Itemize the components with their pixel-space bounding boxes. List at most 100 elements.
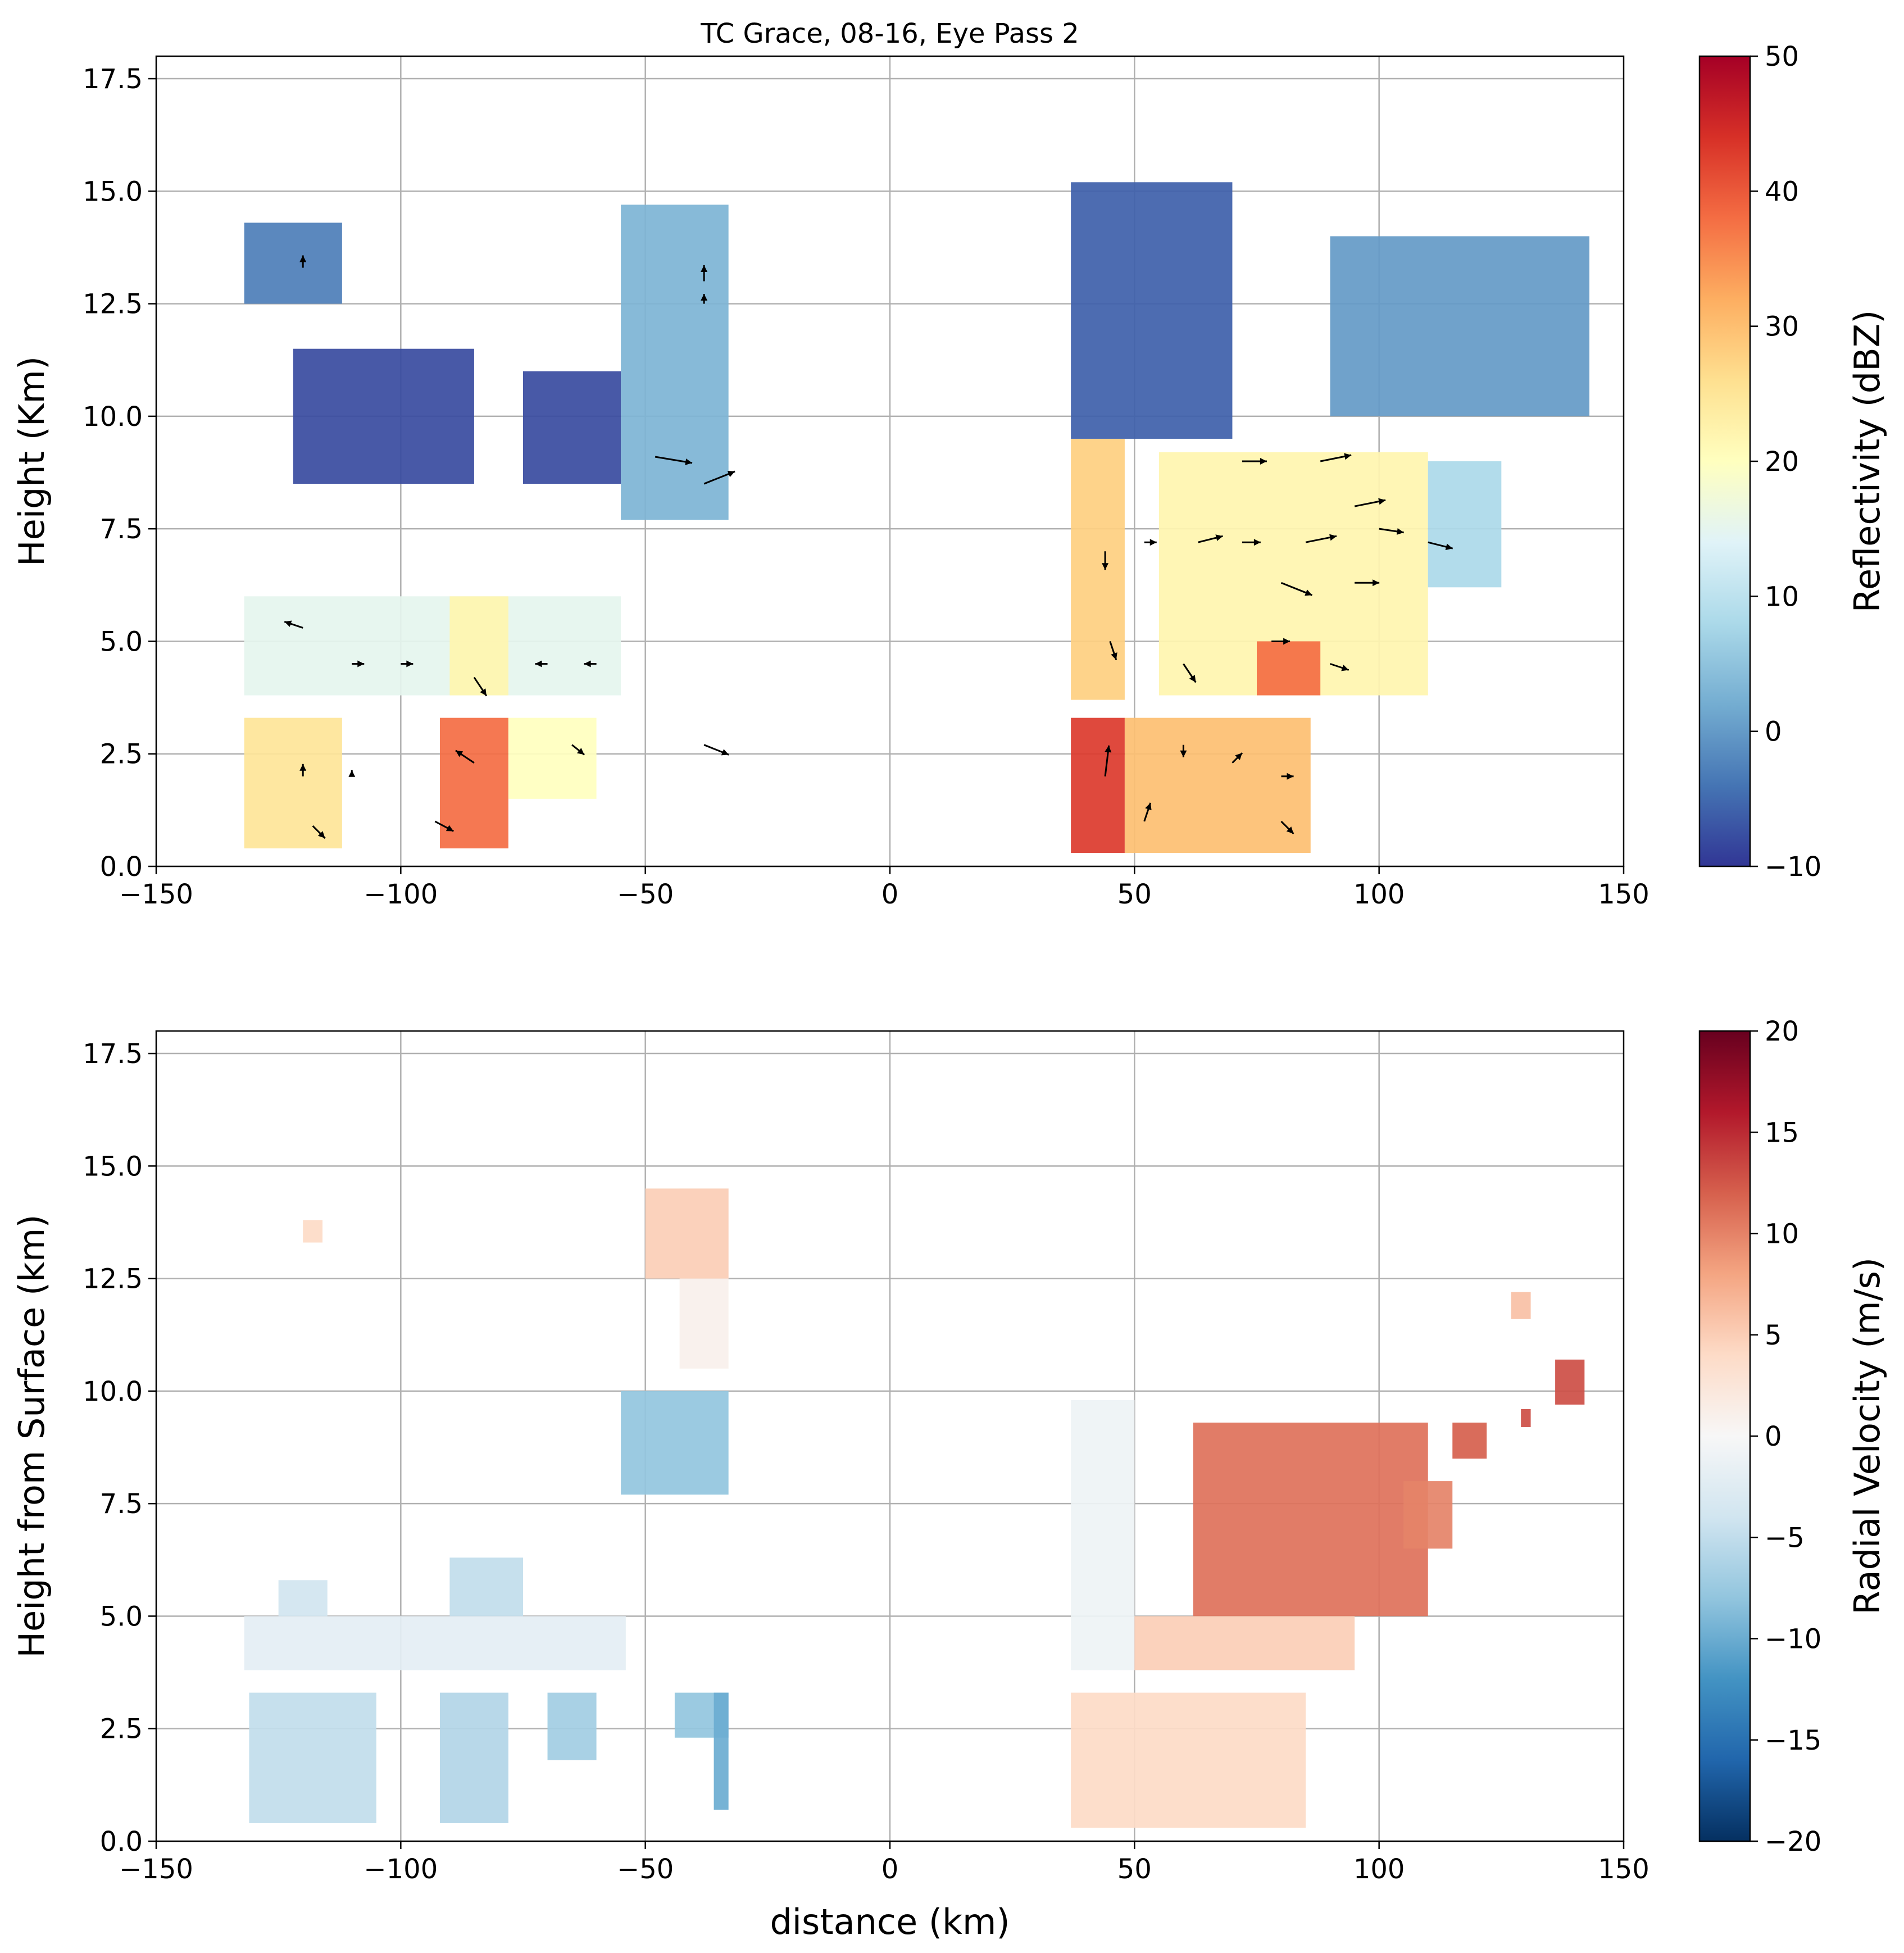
wind-vector: [1144, 539, 1157, 546]
data-region: [244, 717, 342, 848]
colorbar-tick-label: 40: [1765, 176, 1799, 207]
colorbar-tick-label: 15: [1765, 1117, 1799, 1148]
colorbar-tick-label: 5: [1765, 1320, 1782, 1351]
colorbar-tick-label: 20: [1765, 446, 1799, 478]
colorbar-label-top: Reflectivity (dBZ): [1847, 310, 1888, 613]
velocity-colorbar: −20 −15 −10 −5 0 5 10 15 20: [1698, 1016, 1821, 1857]
x-tick-label: −50: [617, 1854, 674, 1885]
wind-vector: [1183, 663, 1197, 683]
data-region: [1452, 1422, 1487, 1459]
data-region: [1330, 236, 1590, 416]
wind-vector: [701, 294, 708, 304]
y-axis-label-top: Height (Km): [11, 356, 52, 566]
data-region: [244, 222, 342, 304]
data-region: [1071, 182, 1233, 439]
data-region: [1428, 461, 1502, 588]
wind-vector: [312, 825, 326, 839]
data-region: [1403, 1481, 1453, 1549]
colorbar-gradient: [1699, 1031, 1750, 1841]
wind-vector: [455, 750, 475, 764]
data-region: [449, 596, 508, 696]
y-tick-label: 7.5: [100, 514, 143, 545]
wind-vector: [299, 764, 307, 776]
wind-vector: [655, 456, 693, 465]
data-region: [303, 1220, 323, 1243]
radial-velocity-panel: −150 −100 −50 0 50 100 1500.02.55.07.510.012.5…: [11, 1016, 1888, 1942]
y-tick-label: 5.0: [100, 1601, 143, 1632]
wind-vector: [473, 676, 488, 697]
wind-vector: [1379, 528, 1404, 535]
y-tick-label: 17.5: [83, 1038, 143, 1070]
y-tick-label: 15.0: [83, 1151, 143, 1182]
colorbar-gradient: [1699, 56, 1750, 866]
colorbar-label-bottom: Radial Velocity (m/s): [1847, 1257, 1888, 1615]
wind-vector: [1232, 752, 1243, 764]
x-tick-label: 100: [1353, 1854, 1405, 1885]
x-tick-label: 150: [1598, 879, 1649, 910]
data-region: [508, 717, 597, 799]
wind-vector: [1280, 582, 1313, 596]
wind-vector: [1330, 663, 1349, 671]
reflectivity-panel: −150 −100 −50 0 50 100 1500.02.55.07.510.012.5…: [11, 41, 1888, 910]
data-region: [439, 717, 508, 848]
wind-vector: [703, 470, 735, 485]
data-region: [1134, 1616, 1355, 1670]
y-tick-label: 12.5: [83, 289, 143, 320]
y-tick-label: 2.5: [100, 1714, 143, 1745]
wind-vector: [434, 820, 454, 832]
wind-vector: [1198, 534, 1223, 543]
wind-vector: [348, 770, 356, 777]
data-region: [244, 1616, 626, 1670]
data-region: [523, 371, 621, 484]
wind-vector: [1280, 820, 1294, 834]
x-tick-label: −50: [617, 879, 674, 910]
data-region: [1071, 1400, 1135, 1670]
data-region: [293, 348, 474, 484]
data-region: [1071, 717, 1125, 853]
y-axis-label-bottom: Height from Surface (km): [11, 1214, 52, 1657]
colorbar-tick-label: 10: [1765, 581, 1799, 612]
data-region: [621, 205, 729, 520]
y-tick-label: 0.0: [100, 851, 143, 883]
wind-vector: [1180, 744, 1187, 757]
x-tick-label: 50: [1117, 879, 1152, 910]
y-tick-label: 12.5: [83, 1264, 143, 1295]
x-tick-label: 0: [881, 1854, 899, 1885]
wind-vector: [401, 660, 413, 667]
x-axis-label: distance (km): [770, 1901, 1010, 1942]
wind-vector: [1242, 539, 1261, 546]
y-tick-label: 17.5: [83, 63, 143, 95]
y-tick-label: 5.0: [100, 626, 143, 657]
ticks-bottom: −150 −100 −50 0 50 100 150 0.0 2.5 5.0 7.5 10.0 12.5…: [83, 1038, 1649, 1885]
data-region: [439, 1692, 508, 1823]
colorbar-tick-label: −20: [1765, 1826, 1821, 1857]
y-tick-label: 2.5: [100, 739, 143, 770]
wind-vector: [1242, 458, 1267, 465]
wind-vector: [1355, 579, 1380, 587]
reflectivity-colorbar: −10 0 10 20 30 40 50: [1698, 41, 1821, 883]
data-region: [621, 1391, 729, 1495]
data-region: [249, 1692, 376, 1823]
x-tick-label: 150: [1598, 1854, 1649, 1885]
reflectivity-field: [244, 182, 1590, 853]
wind-vector: [1281, 773, 1294, 780]
radial-velocity-field: [244, 1188, 1585, 1828]
x-tick-label: −100: [363, 879, 438, 910]
data-region: [1124, 717, 1311, 853]
colorbar-tick-label: 0: [1765, 716, 1782, 748]
wind-vector: [1104, 745, 1112, 776]
data-region: [1193, 1422, 1428, 1616]
data-region: [714, 1692, 729, 1810]
y-tick-label: 0.0: [100, 1826, 143, 1857]
chart-title: TC Grace, 08-16, Eye Pass 2: [700, 18, 1079, 49]
data-region: [449, 1557, 523, 1616]
x-tick-label: −100: [363, 1854, 438, 1885]
wind-vector: [1428, 541, 1453, 551]
x-tick-label: −150: [119, 879, 193, 910]
data-region: [244, 596, 621, 696]
x-tick-label: 0: [881, 879, 899, 910]
wind-vector: [284, 620, 303, 629]
wind-vector: [1320, 453, 1352, 462]
wind-vector: [299, 255, 307, 268]
data-region: [1071, 1692, 1306, 1828]
